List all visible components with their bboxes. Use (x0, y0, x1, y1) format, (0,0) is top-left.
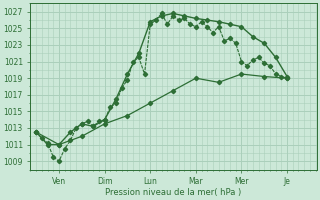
X-axis label: Pression niveau de la mer( hPa ): Pression niveau de la mer( hPa ) (105, 188, 242, 197)
